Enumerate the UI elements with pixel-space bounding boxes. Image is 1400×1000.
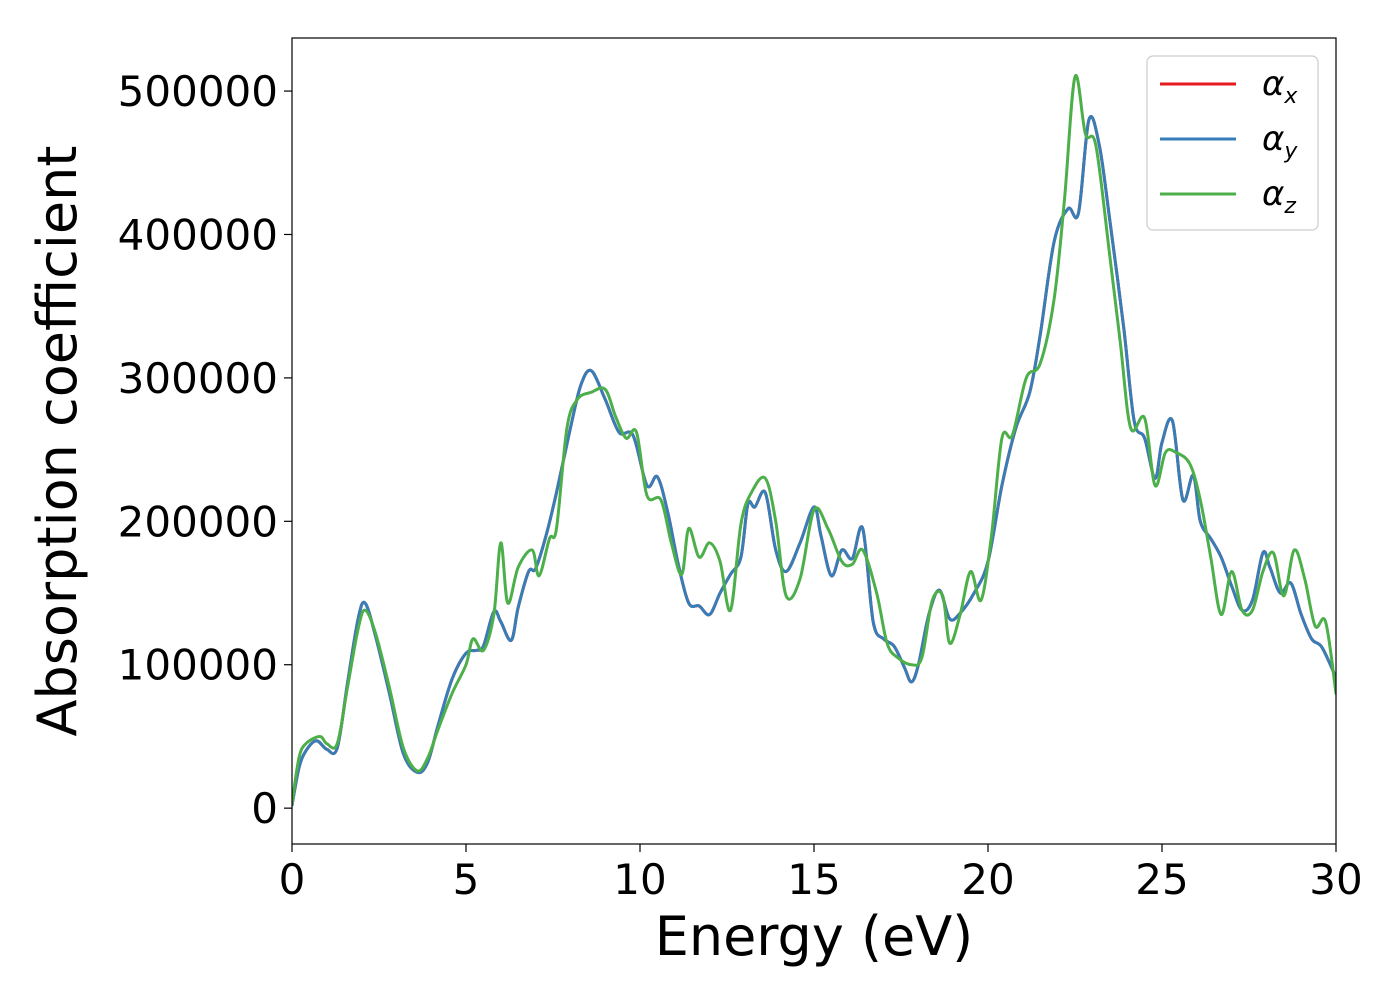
- y-axis-title: Absorption coefficient: [26, 146, 89, 737]
- x-tick-label: 0: [279, 855, 306, 904]
- y-tick-label: 300000: [118, 354, 278, 403]
- y-tick-label: 500000: [118, 67, 278, 116]
- x-tick-label: 15: [787, 855, 840, 904]
- x-axis-title: Energy (eV): [655, 905, 974, 968]
- legend-label-alpha-z: αz: [1262, 174, 1296, 219]
- x-tick-label: 5: [453, 855, 480, 904]
- x-tick-label: 10: [613, 855, 666, 904]
- x-tick-label: 30: [1309, 855, 1362, 904]
- legend-label-alpha-y: αy: [1262, 119, 1298, 164]
- series-line-alpha-y: [292, 115, 1336, 807]
- legend: αx αy αz: [1146, 55, 1319, 231]
- x-tick-label: 20: [961, 855, 1014, 904]
- legend-frame: [1146, 55, 1319, 231]
- y-ticks: 0 100000 200000 300000 400000 500000: [118, 67, 292, 833]
- y-tick-label: 400000: [118, 210, 278, 259]
- series-layer: [292, 73, 1336, 807]
- legend-label-alpha-x: αx: [1262, 64, 1298, 109]
- y-tick-label: 200000: [118, 497, 278, 546]
- y-tick-label: 100000: [118, 641, 278, 690]
- x-tick-label: 25: [1135, 855, 1188, 904]
- x-ticks: 0 5 10 15 20 25 30: [279, 844, 1363, 904]
- series-line-alpha-z: [292, 73, 1336, 806]
- y-tick-label: 0: [251, 784, 278, 833]
